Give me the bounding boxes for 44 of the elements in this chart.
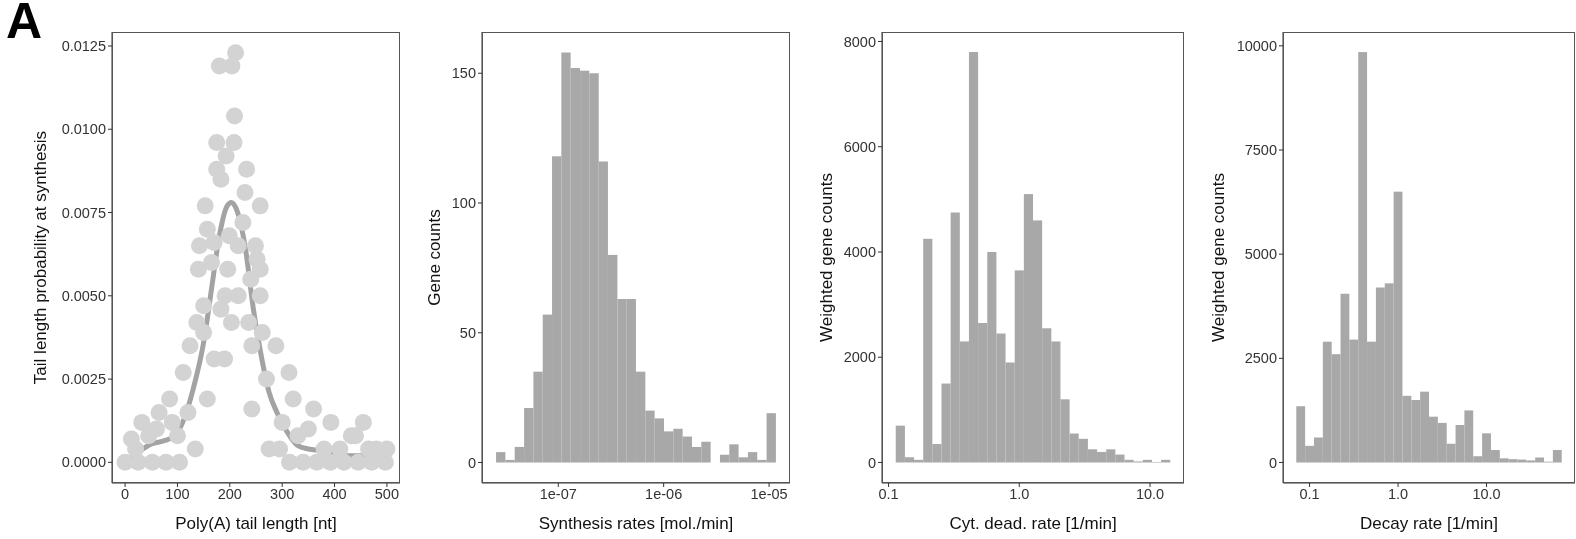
y-tick-label: 0: [467, 454, 476, 471]
y-tick-label: 150: [451, 65, 476, 82]
y-tick-label: 0: [867, 454, 876, 471]
x-tick-label: 1.0: [1387, 486, 1409, 503]
x-tick-label: 0.1: [1299, 486, 1320, 503]
x-axis-title: Decay rate [1/min]: [1360, 514, 1498, 533]
y-tick-label: 0.0125: [61, 38, 106, 55]
y-tick-label: 6000: [843, 138, 876, 155]
y-tick-label: 50: [459, 324, 476, 341]
x-tick-label: 1e-05: [750, 486, 788, 503]
y-tick-label: 0: [1268, 454, 1277, 471]
y-axis-title: Weighted gene counts: [1209, 173, 1229, 342]
x-tick-label: 1e-06: [645, 486, 683, 503]
x-tick-label: 10.0: [1135, 486, 1165, 503]
y-tick-label: 0.0075: [61, 204, 106, 221]
x-axis-title: Synthesis rates [mol./min]: [538, 514, 734, 533]
x-tick-label: 0.1: [878, 486, 899, 503]
x-tick-label: 200: [217, 486, 242, 503]
x-axis-title: Cyt. dead. rate [1/min]: [949, 514, 1117, 533]
y-tick-label: 0.0025: [61, 371, 106, 388]
y-tick-label: 2000: [843, 349, 876, 366]
y-tick-label: 0.0000: [61, 454, 106, 471]
x-tick-label: 10.0: [1472, 486, 1501, 503]
y-axis-title: Tail length probability at synthesis: [31, 130, 51, 385]
y-tick-label: 10000: [1236, 37, 1277, 54]
x-tick-label: 300: [270, 486, 295, 503]
x-tick-label: 1e-07: [539, 486, 577, 503]
x-axis-title: Poly(A) tail length [nt]: [175, 514, 337, 533]
y-axis-title: Weighted gene counts: [817, 173, 837, 342]
x-tick-label: 100: [165, 486, 190, 503]
y-tick-label: 0.0050: [61, 287, 106, 304]
y-tick-label: 8000: [843, 33, 876, 50]
y-tick-label: 2500: [1244, 350, 1277, 367]
text: A: [6, 0, 43, 49]
x-tick-label: 1.0: [1009, 486, 1030, 503]
y-tick-label: 4000: [843, 244, 876, 261]
y-tick-label: 100: [451, 195, 476, 212]
x-tick-label: 400: [322, 486, 347, 503]
y-axis-title: Gene counts: [425, 209, 445, 306]
y-tick-label: 7500: [1244, 142, 1277, 159]
x-tick-label: 0: [121, 486, 130, 503]
x-tick-label: 500: [374, 486, 400, 503]
y-tick-label: 0.0100: [61, 121, 106, 138]
y-tick-label: 5000: [1244, 246, 1277, 263]
